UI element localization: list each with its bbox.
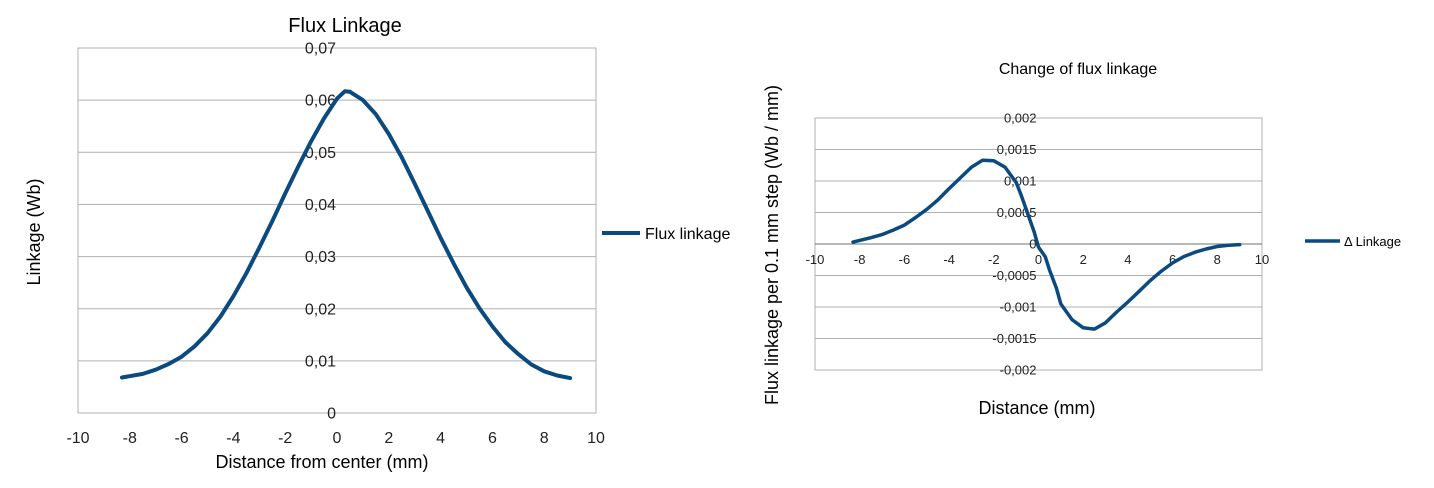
chart1-gridlines xyxy=(78,47,596,414)
chart2-series-delta-linkage xyxy=(851,158,1242,331)
y-tick-label: 0,06 xyxy=(305,93,336,110)
x-tick-label: -10 xyxy=(66,430,89,447)
x-tick-label: 8 xyxy=(540,430,549,447)
y-tick-label: 0 xyxy=(327,406,336,423)
chart1-y-axis-label: Linkage (Wb) xyxy=(24,178,44,285)
x-tick-label: -4 xyxy=(226,430,240,447)
x-tick-label: 4 xyxy=(436,430,445,447)
chart2-legend-label: Δ Linkage xyxy=(1344,234,1401,249)
chart1-x-ticks: -10 -8 -6 -4 -2 0 2 4 6 8 10 xyxy=(66,430,605,447)
x-tick-label: 6 xyxy=(488,430,497,447)
x-tick-label: -10 xyxy=(806,252,825,267)
chart2-x-axis-label: Distance (mm) xyxy=(978,398,1095,418)
chart1-y-ticks: 0 0,01 0,02 0,03 0,04 0,05 0,06 0,07 xyxy=(305,41,336,423)
chart2-y-axis-label: Flux linkage per 0.1 mm step (Wb / mm) xyxy=(762,85,782,405)
y-tick-label: 0,01 xyxy=(305,353,336,370)
x-tick-label: -8 xyxy=(123,430,137,447)
y-tick-label: 0,02 xyxy=(305,301,336,318)
x-tick-label: 2 xyxy=(384,430,393,447)
y-tick-label: 0,001 xyxy=(1004,174,1037,189)
y-tick-label: -0,0015 xyxy=(992,331,1036,346)
x-tick-label: 10 xyxy=(587,430,605,447)
y-tick-label: 0,05 xyxy=(305,145,336,162)
chart2-title: Change of flux linkage xyxy=(999,61,1157,78)
x-tick-label: 10 xyxy=(1255,252,1269,267)
x-tick-label: -8 xyxy=(854,252,866,267)
y-tick-label: -0,002 xyxy=(1000,363,1037,378)
x-tick-label: -6 xyxy=(899,252,911,267)
chart1-title: Flux Linkage xyxy=(288,15,401,37)
chart2-y-ticks: -0,002-0,0015-0,001-0,000500,00050,0010,… xyxy=(992,111,1036,378)
x-tick-label: 0 xyxy=(1035,252,1042,267)
y-tick-label: 0,03 xyxy=(305,249,336,266)
x-tick-label: -2 xyxy=(988,252,1000,267)
chart-flux-linkage: Flux Linkage 0 0,01 0,02 0,03 0,04 0,05 0,06 0,… xyxy=(24,15,730,472)
x-tick-label: -6 xyxy=(174,430,188,447)
x-tick-label: -2 xyxy=(278,430,292,447)
y-tick-label: 0,07 xyxy=(305,41,336,58)
y-tick-label: -0,0005 xyxy=(992,268,1036,283)
chart1-plot-frame xyxy=(77,47,597,414)
chart-change-of-flux-linkage: Change of flux linkage -0,002 -0,0015 -0,0… xyxy=(762,61,1401,418)
x-tick-label: 0 xyxy=(333,430,342,447)
x-tick-label: 8 xyxy=(1214,252,1221,267)
chart1-legend-label: Flux linkage xyxy=(645,226,730,243)
y-tick-label: 0,002 xyxy=(1004,111,1037,126)
x-tick-label: 2 xyxy=(1080,252,1087,267)
chart2-x-ticks: -10 -8 -6 -4 -2 0 2 4 6 8 10 xyxy=(806,252,1270,267)
chart1-series-flux-linkage xyxy=(120,89,573,381)
chart1-x-axis-label: Distance from center (mm) xyxy=(215,452,428,472)
y-tick-label: -0,001 xyxy=(1000,300,1037,315)
x-tick-label: -4 xyxy=(943,252,955,267)
x-tick-label: 6 xyxy=(1169,252,1176,267)
x-tick-label: 4 xyxy=(1124,252,1131,267)
y-tick-label: 0,0015 xyxy=(997,142,1037,157)
y-tick-label: 0,04 xyxy=(305,197,336,214)
y-tick-label: 0 xyxy=(1029,237,1036,252)
